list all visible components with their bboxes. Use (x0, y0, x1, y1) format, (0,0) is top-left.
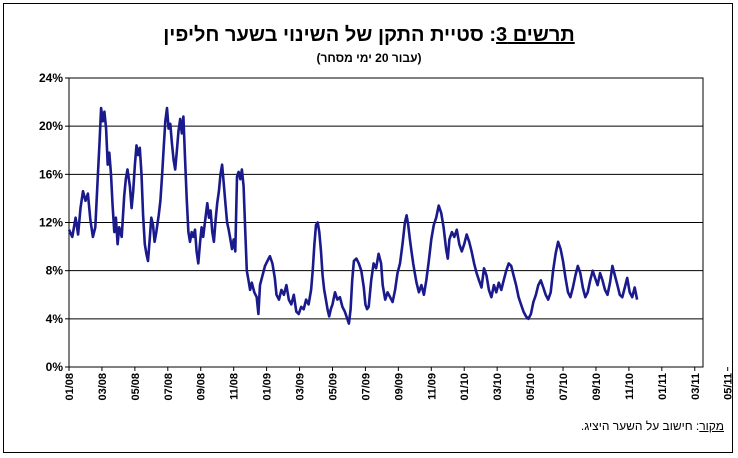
x-tick-label: 05/09 (327, 373, 339, 401)
gridlines (69, 125, 703, 320)
x-tick-label: 11/08 (229, 373, 241, 400)
y-tick-label: 4% (46, 312, 64, 326)
y-tick-label: 20% (39, 119, 63, 133)
x-tick-label: 07/10 (558, 373, 570, 401)
y-tick-label: 16% (39, 167, 63, 181)
series-line (67, 106, 639, 325)
x-tick-label: 05/11 (723, 373, 735, 400)
x-tick-label: 09/10 (591, 373, 603, 401)
source-note: מקור: חישוב על השער היציג. (581, 419, 724, 433)
y-axis-ticks: 0% 4% 8% 12% 16% 20% 24% (39, 71, 69, 374)
source-text: : חישוב על השער היציג. (580, 419, 700, 433)
x-tick-label: 05/10 (525, 373, 537, 401)
x-tick-label: 11/09 (426, 373, 438, 400)
y-tick-label: 8% (46, 264, 64, 278)
x-tick-label: 05/08 (130, 373, 142, 401)
chart-title-label: תרשים 3 (496, 24, 575, 46)
x-tick-label: 01/11 (657, 373, 669, 400)
x-tick-label: 09/09 (393, 373, 405, 401)
x-tick-label: 11/10 (624, 373, 636, 400)
chart-title: תרשים 3: סטיית התקן של השינוי בשער חליפי… (163, 24, 575, 46)
y-tick-label: 0% (46, 360, 64, 374)
x-tick-label: 03/08 (97, 373, 109, 401)
x-tick-label: 03/09 (295, 373, 307, 401)
y-tick-label: 12% (39, 216, 63, 230)
x-tick-label: 03/10 (492, 373, 504, 401)
source-label: מקור (699, 419, 724, 433)
x-tick-label: 03/11 (690, 373, 702, 400)
x-tick-label: 07/08 (163, 373, 175, 401)
chart-title-text: סטיית התקן של השינוי בשער חליפין (163, 24, 484, 46)
x-tick-label: 01/09 (262, 373, 274, 401)
chart-subtitle: (עבור 20 ימי מסחר) (316, 51, 422, 65)
x-tick-label: 09/08 (196, 373, 208, 401)
x-tick-label: 01/08 (64, 373, 76, 401)
x-axis-ticks: 01/08 03/08 05/08 07/08 09/08 11/08 01/09 03/09… (64, 367, 735, 401)
y-tick-label: 24% (39, 71, 63, 85)
x-tick-label: 01/10 (459, 373, 471, 401)
x-tick-label: 07/09 (360, 373, 372, 401)
